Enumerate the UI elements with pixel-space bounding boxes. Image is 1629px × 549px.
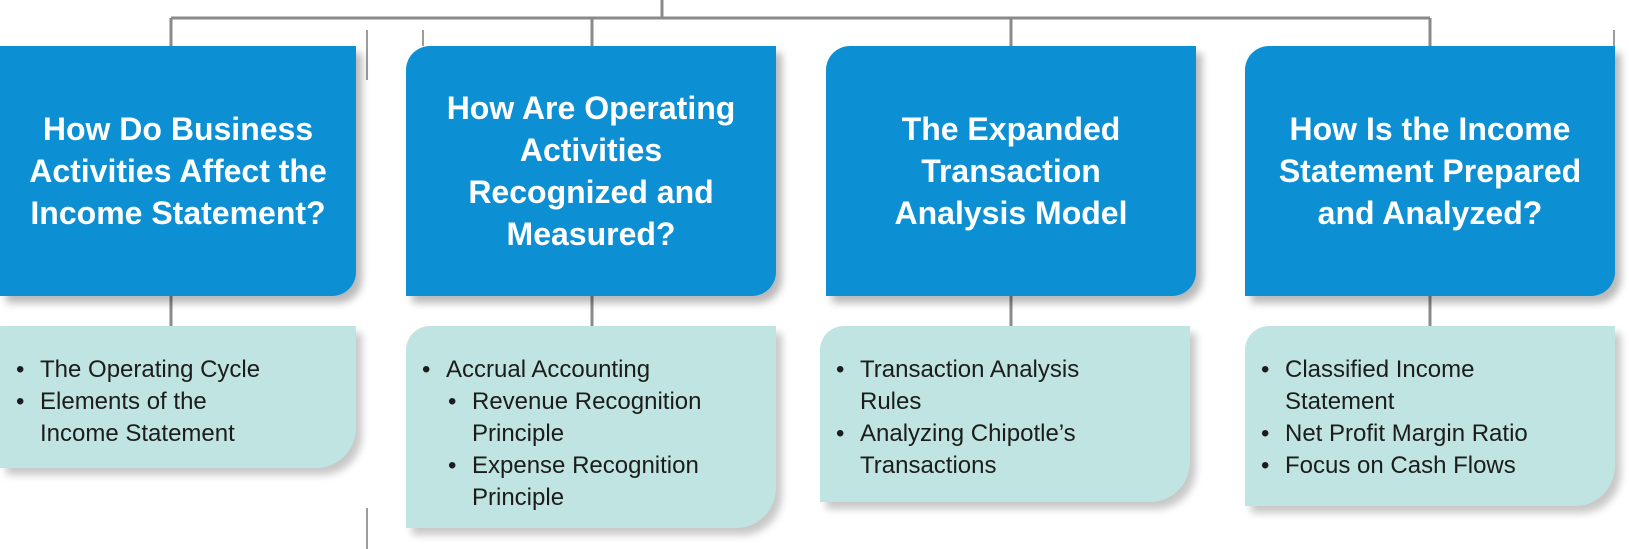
bullet-list-3: Transaction Analysis Rules Analyzing Chi… [834, 354, 1178, 482]
bullet-item: The Operating Cycle [14, 354, 344, 386]
bullet-item: Focus on Cash Flows [1259, 450, 1603, 482]
detail-box-4: Classified Income Statement Net Profit M… [1245, 326, 1615, 506]
detail-box-2: Accrual Accounting Revenue Recognition P… [406, 326, 776, 528]
bullet-list-1: The Operating Cycle Elements of the Inco… [14, 354, 344, 450]
sub-bullet-item: Revenue Recognition Principle [446, 386, 764, 450]
topic-box-2: How Are Operating Activities Recognized … [406, 46, 776, 296]
sub-bullet-item: Expense Recognition Principle [446, 450, 764, 514]
detail-box-1: The Operating Cycle Elements of the Inco… [0, 326, 356, 468]
bullet-item: Classified Income Statement [1259, 354, 1603, 418]
bullet-item: Analyzing Chipotle’s Transactions [834, 418, 1178, 482]
topic-title-4: How Is the Income Statement Prepared and… [1278, 111, 1582, 231]
topic-title-2: How Are Operating Activities Recognized … [446, 90, 736, 252]
bullet-item: Transaction Analysis Rules [834, 354, 1178, 418]
topic-title-1: How Do Business Activities Affect the In… [29, 111, 327, 231]
topic-box-4: How Is the Income Statement Prepared and… [1245, 46, 1615, 296]
detail-box-3: Transaction Analysis Rules Analyzing Chi… [820, 326, 1190, 502]
topic-box-1: How Do Business Activities Affect the In… [0, 46, 356, 296]
topic-box-3: The Expanded Transaction Analysis Model [826, 46, 1196, 296]
bullet-item: Net Profit Margin Ratio [1259, 418, 1603, 450]
bullet-item: Accrual Accounting [420, 354, 764, 386]
bullet-list-4: Classified Income Statement Net Profit M… [1259, 354, 1603, 482]
topic-title-3: The Expanded Transaction Analysis Model [894, 111, 1128, 231]
bullet-item: Elements of the Income Statement [14, 386, 344, 450]
bullet-list-2: Accrual Accounting Revenue Recognition P… [420, 354, 764, 514]
